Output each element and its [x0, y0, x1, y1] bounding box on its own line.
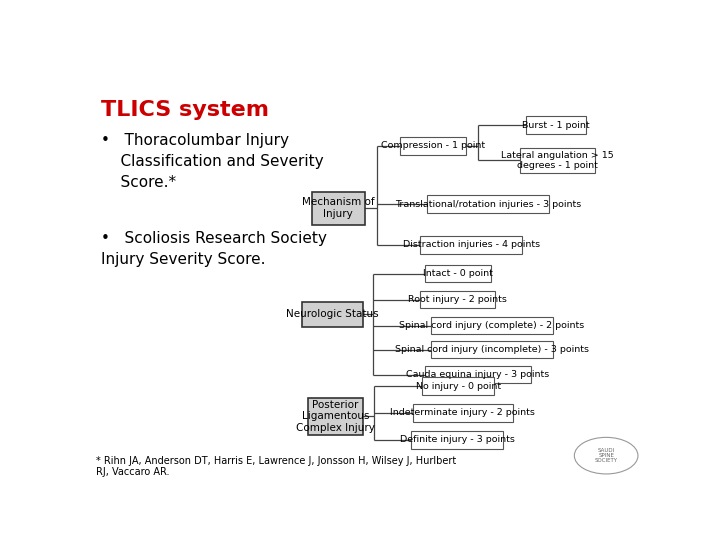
- Text: Translational/rotation injuries - 3 points: Translational/rotation injuries - 3 poin…: [395, 200, 581, 208]
- Text: •   Thoracolumbar Injury: • Thoracolumbar Injury: [101, 133, 289, 148]
- Text: RJ, Vaccaro AR.: RJ, Vaccaro AR.: [96, 467, 169, 477]
- Text: Cauda equina injury - 3 points: Cauda equina injury - 3 points: [406, 370, 549, 379]
- Text: Spinal cord injury (complete) - 2 points: Spinal cord injury (complete) - 2 points: [399, 321, 585, 330]
- Text: * Rihn JA, Anderson DT, Harris E, Lawrence J, Jonsson H, Wilsey J, Hurlbert: * Rihn JA, Anderson DT, Harris E, Lawren…: [96, 456, 456, 465]
- Text: Root injury - 2 points: Root injury - 2 points: [408, 295, 507, 304]
- Text: Mechanism of
Injury: Mechanism of Injury: [302, 198, 374, 219]
- Text: Neurologic Status: Neurologic Status: [287, 309, 379, 319]
- Text: TLICS system: TLICS system: [101, 100, 269, 120]
- FancyBboxPatch shape: [427, 195, 549, 213]
- Text: Indeterminate injury - 2 points: Indeterminate injury - 2 points: [390, 408, 535, 417]
- Text: Score.*: Score.*: [101, 175, 176, 190]
- FancyBboxPatch shape: [420, 291, 495, 308]
- Text: Intact - 0 point: Intact - 0 point: [423, 269, 493, 278]
- Text: Classification and Severity: Classification and Severity: [101, 154, 324, 169]
- FancyBboxPatch shape: [411, 431, 503, 449]
- FancyBboxPatch shape: [526, 116, 586, 134]
- FancyBboxPatch shape: [431, 317, 553, 334]
- FancyBboxPatch shape: [312, 192, 364, 225]
- FancyBboxPatch shape: [400, 137, 467, 154]
- Text: Definite injury - 3 points: Definite injury - 3 points: [400, 435, 515, 444]
- Text: Lateral angulation > 15
degrees - 1 point: Lateral angulation > 15 degrees - 1 poin…: [501, 151, 614, 170]
- Text: Spinal cord injury (incomplete) - 3 points: Spinal cord injury (incomplete) - 3 poin…: [395, 345, 589, 354]
- Text: Burst - 1 point: Burst - 1 point: [522, 120, 590, 130]
- Text: No injury - 0 point: No injury - 0 point: [415, 382, 501, 391]
- Text: Posterior
Ligamentous
Complex Injury: Posterior Ligamentous Complex Injury: [296, 400, 375, 433]
- FancyBboxPatch shape: [521, 148, 595, 173]
- FancyBboxPatch shape: [420, 236, 523, 254]
- Text: Injury Severity Score.: Injury Severity Score.: [101, 252, 266, 267]
- FancyBboxPatch shape: [413, 404, 513, 422]
- FancyBboxPatch shape: [425, 265, 492, 282]
- Text: Distraction injuries - 4 points: Distraction injuries - 4 points: [402, 240, 540, 249]
- FancyBboxPatch shape: [308, 397, 363, 435]
- Text: •   Scoliosis Research Society: • Scoliosis Research Society: [101, 231, 327, 246]
- FancyBboxPatch shape: [302, 302, 363, 327]
- FancyBboxPatch shape: [431, 341, 553, 359]
- FancyBboxPatch shape: [425, 366, 531, 383]
- Text: Compression - 1 point: Compression - 1 point: [381, 141, 485, 150]
- FancyBboxPatch shape: [423, 377, 494, 395]
